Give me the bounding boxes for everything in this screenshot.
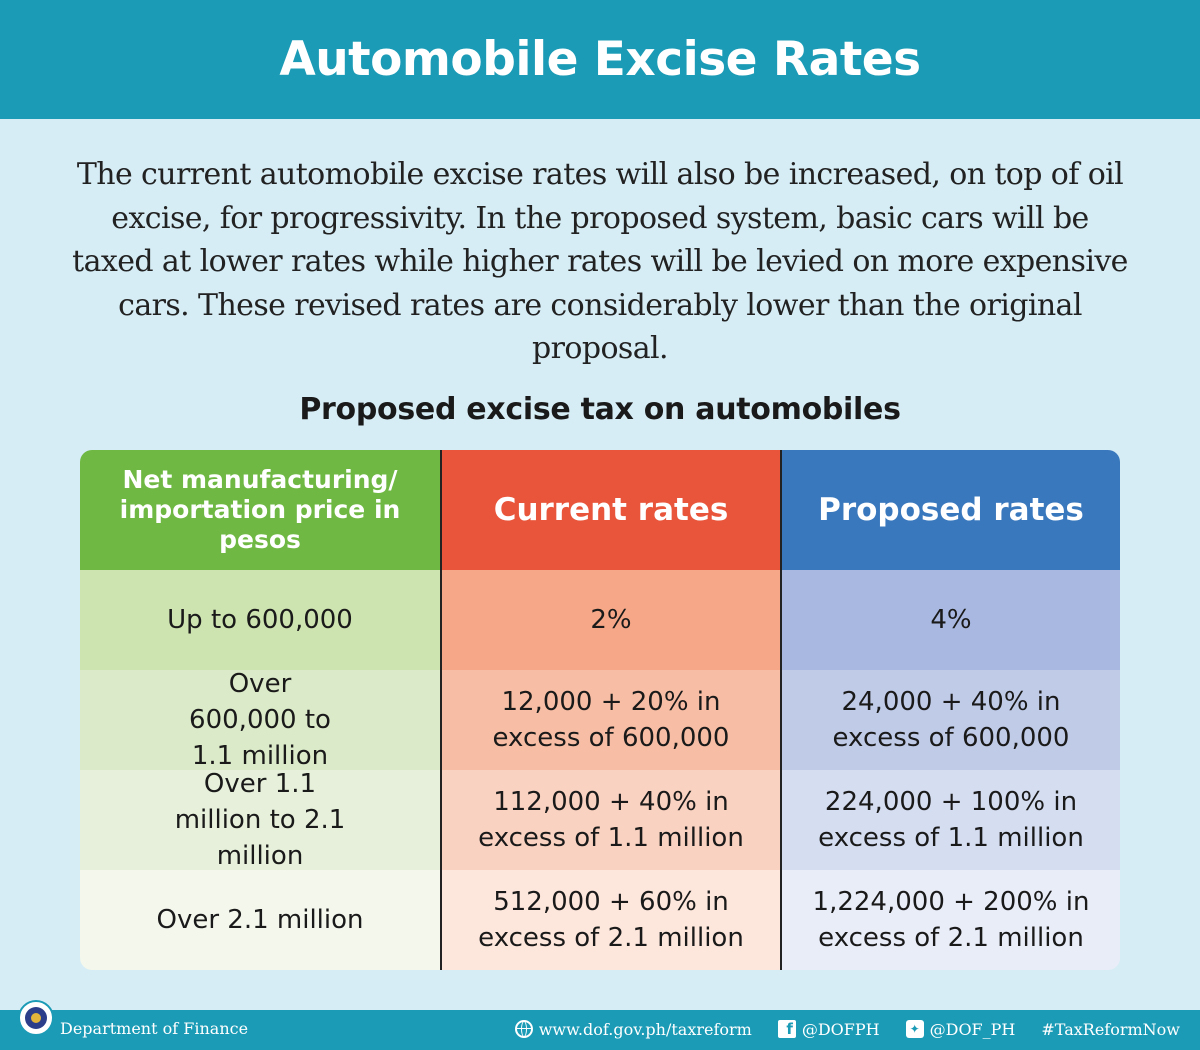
table-cell-proposed-rate: 224,000 + 100% in excess of 1.1 million bbox=[780, 770, 1120, 870]
twitter-icon: ✦ bbox=[905, 1020, 924, 1038]
table-cell-price: Over 2.1 million bbox=[80, 870, 440, 970]
table-cell-current-rate: 112,000 + 40% in excess of 1.1 million bbox=[440, 770, 780, 870]
column-header-proposed-rates: Proposed rates bbox=[780, 450, 1120, 570]
table-cell-price: Over 600,000 to 1.1 million bbox=[80, 669, 440, 771]
footer-links: www.dof.gov.ph/taxreform f @DOFPH ✦ @DOF… bbox=[514, 1017, 1180, 1041]
table-cell-current-rate: 12,000 + 20% in excess of 600,000 bbox=[440, 670, 780, 770]
website-link[interactable]: www.dof.gov.ph/taxreform bbox=[538, 1019, 752, 1039]
table-cell-current-rate: 2% bbox=[440, 570, 780, 670]
table-cell-proposed-rate: 1,224,000 + 200% in excess of 2.1 millio… bbox=[780, 870, 1120, 970]
page-title: Automobile Excise Rates bbox=[279, 32, 921, 87]
dof-seal-icon bbox=[18, 1000, 54, 1036]
intro-paragraph: The current automobile excise rates will… bbox=[72, 157, 1128, 366]
facebook-icon: f bbox=[777, 1020, 796, 1038]
table-cell-proposed-rate: 24,000 + 40% in excess of 600,000 bbox=[780, 670, 1120, 770]
footer-bar bbox=[0, 1010, 1200, 1050]
excise-rates-table: Net manufacturing/ importation price in … bbox=[80, 450, 1120, 970]
hashtag[interactable]: #TaxReformNow bbox=[1041, 1019, 1180, 1039]
table-title: Proposed excise tax on automobiles bbox=[299, 392, 901, 427]
table-cell-price: Up to 600,000 bbox=[80, 570, 440, 670]
column-header-price: Net manufacturing/ importation price in … bbox=[80, 450, 440, 570]
facebook-handle[interactable]: @DOFPH bbox=[801, 1019, 880, 1039]
department-name: Department of Finance bbox=[60, 1019, 249, 1038]
table-cell-price: Over 1.1 million to 2.1 million bbox=[80, 769, 440, 871]
table-cell-proposed-rate: 4% bbox=[780, 570, 1120, 670]
header-banner: Automobile Excise Rates bbox=[0, 0, 1200, 119]
column-header-current-rates: Current rates bbox=[440, 450, 780, 570]
twitter-handle[interactable]: @DOF_PH bbox=[929, 1019, 1016, 1039]
globe-icon bbox=[514, 1020, 533, 1038]
table-cell-current-rate: 512,000 + 60% in excess of 2.1 million bbox=[440, 870, 780, 970]
